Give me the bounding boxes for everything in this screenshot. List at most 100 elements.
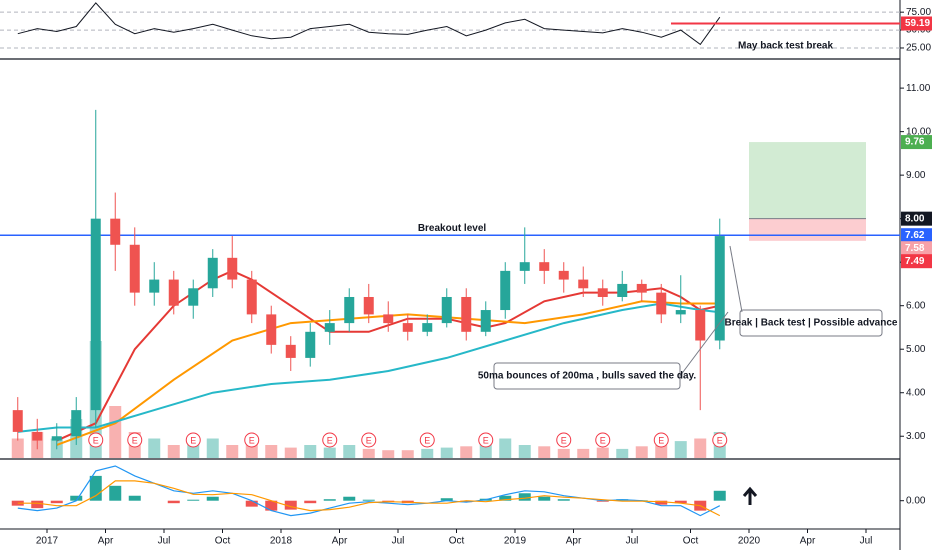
rsi-annotation: May back test break bbox=[738, 41, 833, 52]
macd-histogram-bar bbox=[538, 496, 551, 501]
volume-bar bbox=[11, 438, 24, 458]
volume-bar bbox=[694, 438, 707, 458]
volume-bar bbox=[421, 448, 434, 458]
macd-histogram-bar bbox=[323, 499, 336, 501]
candle-body bbox=[246, 279, 257, 315]
volume-bar bbox=[440, 447, 453, 458]
earnings-label: E bbox=[132, 435, 138, 445]
macd-histogram-bar bbox=[499, 495, 512, 501]
x-tick-label: Apr bbox=[98, 536, 114, 547]
volume-bar bbox=[343, 445, 356, 458]
price-tag bbox=[901, 16, 932, 31]
candle-body bbox=[168, 279, 179, 306]
candle-body bbox=[266, 314, 277, 345]
earnings-marker bbox=[361, 432, 377, 448]
y-tick-label: 25.00 bbox=[906, 43, 931, 54]
candle-body bbox=[324, 323, 335, 332]
earnings-label: E bbox=[366, 435, 372, 445]
earnings-label: E bbox=[658, 435, 664, 445]
volume-bar bbox=[518, 445, 531, 458]
price-tag bbox=[901, 135, 932, 150]
volume-bar bbox=[323, 447, 336, 458]
candle-body bbox=[500, 270, 511, 311]
x-tick-label: Apr bbox=[800, 536, 816, 547]
annotation-pointer bbox=[679, 311, 729, 377]
macd-histogram-bar bbox=[206, 496, 219, 501]
earnings-marker bbox=[712, 432, 728, 448]
price-tag bbox=[901, 254, 932, 269]
volume-bar bbox=[616, 448, 629, 458]
y-tick-label: 75.00 bbox=[906, 7, 931, 18]
macd-histogram-bar bbox=[187, 499, 200, 501]
candle-body bbox=[441, 296, 452, 324]
candle-body bbox=[207, 257, 218, 289]
signal-line bbox=[17, 480, 721, 517]
volume-bar bbox=[226, 445, 239, 458]
volume-bar bbox=[284, 447, 297, 458]
x-tick-label: Apr bbox=[332, 536, 348, 547]
volume-bar bbox=[401, 450, 414, 458]
macd-histogram-bar bbox=[245, 500, 258, 507]
candle-body bbox=[110, 218, 121, 245]
candle-body bbox=[519, 262, 530, 271]
x-tick-label: 2019 bbox=[504, 536, 527, 547]
y-tick-label: 5.00 bbox=[906, 344, 926, 355]
candle-body bbox=[32, 431, 43, 441]
volume-bar bbox=[265, 445, 278, 458]
macd-histogram-bar bbox=[128, 495, 141, 501]
volume-bar bbox=[382, 450, 395, 458]
breakout-label: Breakout level bbox=[418, 223, 487, 234]
earnings-label: E bbox=[93, 435, 99, 445]
candle-body bbox=[129, 244, 140, 293]
macd-histogram-bar bbox=[362, 499, 375, 501]
macd-histogram-bar bbox=[109, 485, 122, 501]
x-tick-label: Jul bbox=[860, 536, 873, 547]
moving-average bbox=[17, 302, 720, 433]
earnings-label: E bbox=[717, 435, 723, 445]
earnings-marker bbox=[478, 432, 494, 448]
price-tag-label: 9.76 bbox=[905, 137, 925, 148]
price-tag-label: 7.58 bbox=[905, 243, 925, 254]
price-tag-label: 7.62 bbox=[905, 230, 925, 241]
y-tick-label: 0.00 bbox=[906, 495, 926, 506]
candle-body bbox=[71, 410, 82, 437]
macd-histogram-bar bbox=[557, 499, 570, 501]
volume-bar bbox=[635, 446, 648, 458]
candle-body bbox=[363, 296, 374, 315]
candle-body bbox=[461, 296, 472, 332]
candle-body bbox=[597, 288, 608, 297]
earnings-label: E bbox=[483, 435, 489, 445]
earnings-marker bbox=[419, 432, 435, 448]
annotation-text: Break | Back test | Possible advance bbox=[725, 318, 898, 329]
macd-histogram-bar bbox=[11, 500, 24, 506]
macd-histogram-bar bbox=[89, 475, 102, 501]
candle-body bbox=[149, 279, 160, 293]
candle-body bbox=[90, 218, 101, 411]
x-tick-label: Oct bbox=[215, 536, 231, 547]
macd-histogram-bar bbox=[31, 500, 44, 509]
volume-bar bbox=[577, 448, 590, 458]
volume-bar bbox=[655, 445, 668, 458]
macd-histogram-bar bbox=[284, 500, 297, 510]
stop-zone bbox=[749, 218, 866, 241]
candle-body bbox=[12, 410, 23, 432]
candle-body bbox=[51, 436, 62, 441]
earnings-marker bbox=[322, 432, 338, 448]
x-tick-label: Jul bbox=[392, 536, 405, 547]
candle-body bbox=[539, 262, 550, 271]
candle-body bbox=[617, 283, 628, 297]
y-tick-label: 10.00 bbox=[906, 126, 931, 137]
macd-line bbox=[17, 465, 721, 517]
candle-body bbox=[402, 323, 413, 332]
x-tick-label: 2020 bbox=[738, 536, 761, 547]
macd-histogram-bar bbox=[460, 500, 473, 503]
earnings-marker bbox=[595, 432, 611, 448]
earnings-label: E bbox=[327, 435, 333, 445]
earnings-marker bbox=[127, 432, 143, 448]
candle-body bbox=[480, 310, 491, 332]
price-tag bbox=[901, 241, 932, 256]
candle-body bbox=[188, 288, 199, 306]
candle-body bbox=[656, 292, 667, 315]
earnings-marker bbox=[185, 432, 201, 448]
